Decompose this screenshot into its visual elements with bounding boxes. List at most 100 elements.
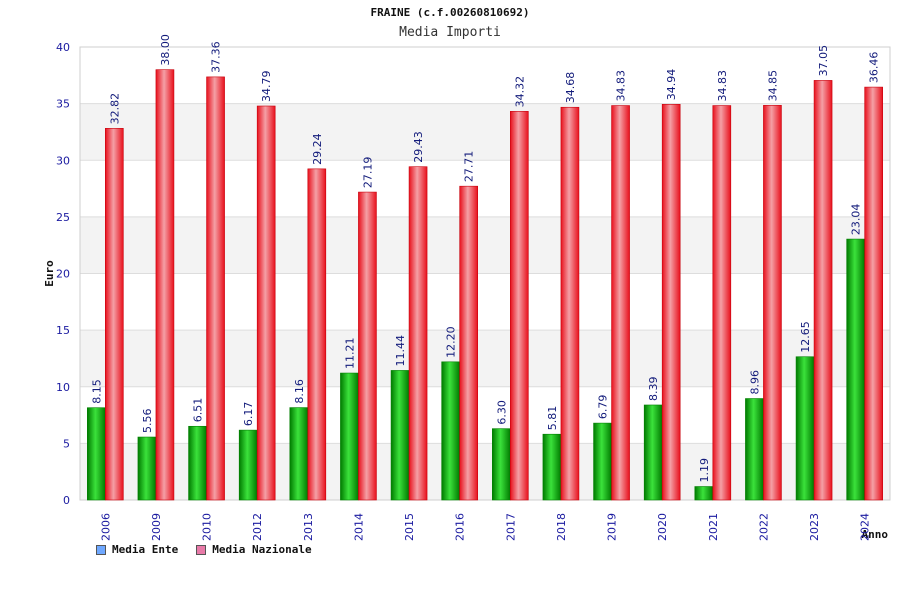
- bar-media-ente: [492, 428, 511, 501]
- x-tick-label: 2017: [504, 513, 517, 541]
- bar-media-ente: [745, 398, 764, 501]
- bar-media-nazionale: [459, 185, 478, 501]
- bar-media-ente: [795, 356, 815, 501]
- bar-media-nazionale: [712, 105, 732, 501]
- data-label: 37.36: [210, 41, 223, 73]
- data-label: 5.81: [546, 406, 559, 431]
- bar-media-nazionale: [206, 76, 225, 501]
- bar-media-ente: [238, 429, 258, 501]
- data-label: 8.15: [90, 379, 103, 404]
- y-tick-label: 5: [63, 437, 70, 450]
- data-label: 6.30: [495, 400, 508, 425]
- legend-swatch-ente: [96, 544, 106, 555]
- chart-subtitle: Media Importi: [399, 25, 501, 40]
- data-label: 34.68: [564, 72, 577, 104]
- data-label: 27.19: [361, 157, 374, 189]
- data-label: 6.17: [242, 402, 255, 427]
- data-label: 23.04: [850, 204, 863, 236]
- bar-media-ente: [390, 370, 410, 501]
- bar-media-nazionale: [611, 105, 630, 501]
- data-label: 12.20: [445, 326, 458, 358]
- x-tick-label: 2021: [707, 513, 720, 541]
- x-tick-label: 2015: [403, 513, 416, 541]
- data-label: 27.71: [463, 151, 476, 183]
- y-tick-label: 20: [56, 268, 70, 281]
- x-tick-label: 2023: [808, 513, 821, 541]
- data-label: 34.83: [615, 70, 628, 102]
- bar-media-ente: [441, 361, 460, 501]
- data-label: 37.05: [817, 45, 830, 77]
- bar-media-nazionale: [256, 105, 276, 501]
- data-label: 11.21: [343, 338, 356, 370]
- y-tick-label: 30: [56, 154, 70, 167]
- data-label: 34.83: [716, 70, 729, 102]
- bar-media-nazionale: [510, 111, 529, 501]
- y-tick-label: 10: [56, 381, 70, 394]
- x-tick-label: 2010: [201, 513, 214, 541]
- y-tick-label: 0: [63, 494, 70, 507]
- bar-media-nazionale: [408, 166, 428, 501]
- data-label: 32.82: [108, 93, 121, 125]
- bar-media-nazionale: [155, 69, 175, 501]
- bar-media-nazionale: [813, 80, 833, 501]
- bar-media-nazionale: [560, 106, 580, 501]
- plot-border: [79, 46, 891, 501]
- data-label: 6.79: [597, 395, 610, 420]
- bar-media-ente: [846, 238, 865, 501]
- data-label: 38.00: [159, 34, 172, 66]
- x-tick-label: 2012: [251, 513, 264, 541]
- bar-media-ente: [643, 404, 663, 501]
- data-label: 8.16: [293, 379, 306, 404]
- data-label: 5.56: [141, 409, 154, 434]
- x-tick-label: 2024: [859, 513, 872, 541]
- bar-media-ente: [289, 407, 309, 501]
- x-axis-label: Anno: [862, 528, 889, 541]
- bar-media-nazionale: [763, 105, 782, 501]
- chart-title: FRAINE (c.f.00260810692): [370, 6, 530, 19]
- y-tick-label: 15: [56, 324, 70, 337]
- data-label: 1.19: [698, 458, 711, 483]
- data-label: 8.39: [647, 376, 660, 401]
- bar-media-ente: [542, 433, 562, 501]
- y-tick-label: 35: [56, 98, 70, 111]
- bar-media-nazionale: [661, 104, 681, 501]
- x-tick-label: 2013: [302, 513, 315, 541]
- bar-media-nazionale: [358, 191, 377, 501]
- data-label: 34.32: [513, 76, 526, 108]
- bar-media-nazionale: [105, 128, 124, 501]
- data-label: 29.43: [412, 131, 425, 163]
- data-label: 11.44: [394, 335, 407, 367]
- bar-media-nazionale: [307, 168, 327, 501]
- bar-media-ente: [137, 436, 157, 501]
- bar-media-nazionale: [864, 86, 883, 501]
- legend-item-nazionale: Media Nazionale: [196, 543, 312, 556]
- x-tick-label: 2006: [99, 513, 112, 541]
- x-tick-label: 2014: [352, 513, 365, 541]
- data-label: 6.51: [192, 398, 205, 423]
- data-label: 29.24: [311, 133, 324, 165]
- bar-media-ente: [188, 425, 207, 501]
- x-tick-label: 2019: [606, 513, 619, 541]
- x-tick-label: 2022: [757, 513, 770, 541]
- bar-media-ente: [340, 372, 359, 501]
- legend-label-nazionale: Media Nazionale: [212, 543, 312, 556]
- bar-media-ente: [593, 422, 612, 501]
- y-tick-label: 25: [56, 211, 70, 224]
- data-label: 12.65: [799, 321, 812, 353]
- data-label: 8.96: [748, 370, 761, 395]
- data-label: 34.85: [766, 70, 779, 102]
- legend-swatch-nazionale: [196, 544, 207, 555]
- y-axis-label: Euro: [43, 260, 56, 287]
- y-tick-label: 40: [56, 41, 70, 54]
- x-tick-label: 2009: [150, 513, 163, 541]
- data-label: 36.46: [868, 52, 881, 84]
- bar-media-ente: [87, 407, 106, 501]
- x-tick-label: 2016: [454, 513, 467, 541]
- data-label: 34.79: [260, 71, 273, 103]
- legend-label-ente: Media Ente: [112, 543, 179, 556]
- data-label: 34.94: [665, 69, 678, 101]
- bar-media-ente: [694, 486, 714, 501]
- legend-item-ente: Media Ente: [96, 543, 178, 556]
- x-tick-label: 2020: [656, 513, 669, 541]
